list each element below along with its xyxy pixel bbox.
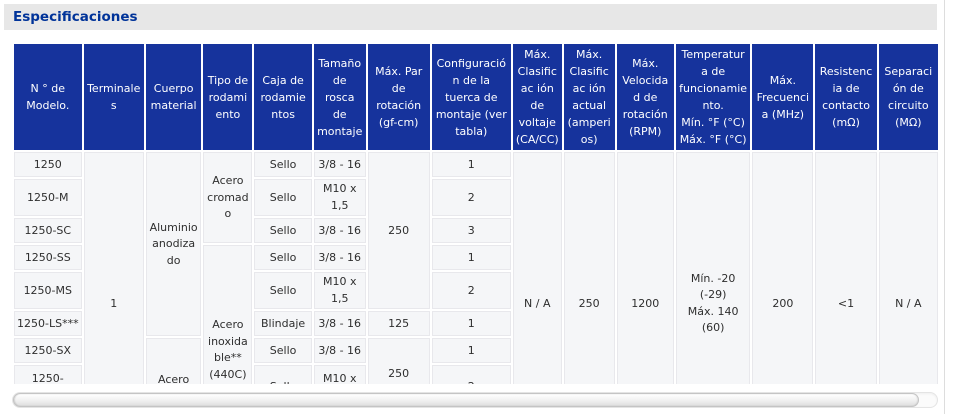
max-torque-cell: 250 <box>367 338 430 384</box>
max-frequency-cell: 200 <box>752 152 814 384</box>
header-row: N ° de Modelo. Terminales Cuerpo materia… <box>14 44 938 151</box>
column-header-bearing-type: Tipo de rodamiento <box>203 44 253 151</box>
model-cell: 1250- MSX <box>14 365 82 384</box>
thread-size-cell: 3/8 - 16 <box>313 338 366 364</box>
operating-temp-cell: Mín. -20 (-29) Máx. 140 (60) <box>675 152 751 384</box>
table-row: 1250-SC Sello 3/8 - 16 3 <box>14 218 938 244</box>
model-cell: 1250-SX <box>14 338 82 364</box>
table-row: 1250-MS Sello M10 x 1,5 2 <box>14 272 938 310</box>
column-header-max-speed: Máx. Velocidad de rotación (RPM) <box>616 44 674 151</box>
model-cell: 1250 <box>14 152 82 178</box>
bearing-housing-cell: Sello <box>254 272 312 310</box>
max-current-cell: 250 <box>563 152 615 384</box>
horizontal-scrollbar-track[interactable] <box>12 392 938 408</box>
column-header-max-torque: Máx. Par de rotación (gf-cm) <box>367 44 430 151</box>
thread-size-cell: 3/8 - 16 <box>313 311 366 337</box>
thread-size-cell: 3/8 - 16 <box>313 218 366 244</box>
column-header-nut-config: Configuración de la tuerca de montaje (v… <box>431 44 511 151</box>
bearing-housing-cell: Sello <box>254 365 312 384</box>
column-header-model: N ° de Modelo. <box>14 44 82 151</box>
nut-config-cell: 1 <box>431 152 511 178</box>
contact-resistance-cell: <1 <box>815 152 877 384</box>
bearing-housing-cell: Sello <box>254 218 312 244</box>
thread-size-cell: M10 x 1,5 <box>313 272 366 310</box>
body-material-cell: Acero inoxidable (303) <box>145 338 202 384</box>
nut-config-cell: 2 <box>431 272 511 310</box>
nut-config-cell: 2 <box>431 365 511 384</box>
model-cell: 1250-LS*** <box>14 311 82 337</box>
spec-table: N ° de Modelo. Terminales Cuerpo materia… <box>12 42 940 384</box>
thread-size-cell: M10 x 1,5 <box>313 179 366 217</box>
bearing-housing-cell: Blindaje <box>254 311 312 337</box>
nut-config-cell: 1 <box>431 311 511 337</box>
circuit-separation-cell: N / A <box>878 152 938 384</box>
nut-config-cell: 2 <box>431 179 511 217</box>
column-header-terminals: Terminales <box>83 44 144 151</box>
model-cell: 1250-SC <box>14 218 82 244</box>
max-torque-cell: 125 <box>367 311 430 337</box>
column-header-max-frequency: Máx. Frecuencia (MHz) <box>752 44 814 151</box>
model-cell: 1250-MS <box>14 272 82 310</box>
table-row: 1250 1 Aluminio anodizado Acero cromado … <box>14 152 938 384</box>
terminals-cell: 1 <box>83 152 144 384</box>
horizontal-scrollbar-thumb[interactable] <box>13 393 919 407</box>
model-cell: 1250-SS <box>14 245 82 271</box>
max-speed-cell: 1200 <box>616 152 674 384</box>
thread-size-cell: M10 x 1,5 <box>313 365 366 384</box>
table-row: 1250-LS*** Blindaje 3/8 - 16 125 1 <box>14 311 938 337</box>
column-header-body-material: Cuerpo material <box>145 44 202 151</box>
page-title: Especificaciones <box>13 9 138 25</box>
column-header-circuit-separation: Separación de circuito (MΩ) <box>878 44 938 151</box>
table-row: 1250-M Sello M10 x 1,5 2 <box>14 179 938 217</box>
column-header-contact-resistance: Resistencia de contacto (mΩ) <box>815 44 877 151</box>
table-row: 1250-SX Acero inoxidable (303) Sello 3/8… <box>14 338 938 384</box>
column-header-max-voltage: Máx. Clasificac ión de voltaje (CA/CC) <box>512 44 562 151</box>
page-right-divider <box>944 0 945 414</box>
spec-table-scroll-area[interactable]: N ° de Modelo. Terminales Cuerpo materia… <box>12 42 940 384</box>
nut-config-cell: 3 <box>431 218 511 244</box>
thread-size-cell: 3/8 - 16 <box>313 245 366 271</box>
column-header-thread-size: Tamaño de rosca de montaje <box>313 44 366 151</box>
bearing-housing-cell: Sello <box>254 152 312 178</box>
column-header-bearing-housing: Caja de rodamientos <box>254 44 312 151</box>
bearing-housing-cell: Sello <box>254 179 312 217</box>
column-header-max-current: Máx. Clasificac ión actual (amperios) <box>563 44 615 151</box>
body-material-cell: Aluminio anodizado <box>145 152 202 337</box>
table-row: 1250- MSX Sello M10 x 1,5 2 <box>14 365 938 384</box>
table-row: 1250-SS Acero inoxidable** (440C) Sello … <box>14 245 938 384</box>
max-voltage-cell: N / A <box>512 152 562 384</box>
bearing-housing-cell: Sello <box>254 338 312 364</box>
bearing-housing-cell: Sello <box>254 245 312 271</box>
nut-config-cell: 1 <box>431 245 511 271</box>
max-torque-cell: 250 <box>367 152 430 310</box>
thread-size-cell: 3/8 - 16 <box>313 152 366 178</box>
nut-config-cell: 1 <box>431 338 511 364</box>
bearing-type-cell: Acero inoxidable** (440C) <box>203 245 253 384</box>
bearing-type-cell: Acero cromado <box>203 152 253 244</box>
column-header-operating-temp: Temperatura de funcionamiento. Mín. °F (… <box>675 44 751 151</box>
model-cell: 1250-M <box>14 179 82 217</box>
title-bar: Especificaciones <box>4 4 937 30</box>
